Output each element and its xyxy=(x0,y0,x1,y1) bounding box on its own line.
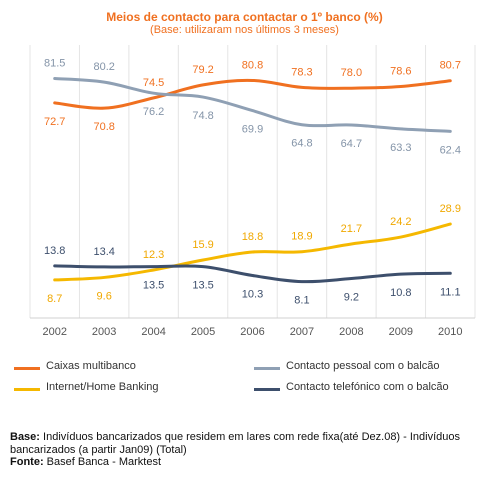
data-label: 81.5 xyxy=(44,58,65,70)
legend-swatch xyxy=(254,367,280,370)
data-label: 15.9 xyxy=(192,239,213,251)
data-label: 62.4 xyxy=(440,144,461,156)
data-label: 11.1 xyxy=(440,286,461,298)
chart-subtitle: (Base: utilizaram nos últimos 3 meses) xyxy=(150,24,339,36)
data-label: 10.8 xyxy=(390,287,411,299)
base-label: Base: xyxy=(10,431,40,443)
data-label: 8.1 xyxy=(294,295,309,307)
data-label: 80.7 xyxy=(440,60,461,72)
series-line-1 xyxy=(53,77,452,133)
x-tick-label: 2009 xyxy=(389,326,413,338)
data-label: 80.8 xyxy=(242,59,263,71)
data-label: 18.9 xyxy=(291,231,312,243)
data-label: 13.5 xyxy=(143,280,164,292)
legend-label: Contacto telefónico com o balcão xyxy=(286,381,449,393)
x-tick-label: 2005 xyxy=(191,326,215,338)
x-tick-label: 2003 xyxy=(92,326,116,338)
x-tick-label: 2004 xyxy=(141,326,165,338)
line-chart: 2002 2003 2004 2005 2006 2007 2008 2009 2010 72.7… xyxy=(29,45,476,338)
data-label: 10.3 xyxy=(242,289,263,301)
data-label: 69.9 xyxy=(242,124,263,136)
data-label: 13.8 xyxy=(44,245,65,257)
data-label: 21.7 xyxy=(341,223,362,235)
data-label: 78.3 xyxy=(291,66,312,78)
x-tick-label: 2008 xyxy=(339,326,363,338)
data-label: 9.6 xyxy=(97,290,112,302)
data-label: 79.2 xyxy=(192,64,213,76)
data-label: 8.7 xyxy=(47,293,62,305)
data-label: 76.2 xyxy=(143,106,164,118)
legend-swatch xyxy=(14,367,40,370)
legend-swatch xyxy=(14,388,40,391)
legend-label: Internet/Home Banking xyxy=(46,381,159,393)
data-label: 70.8 xyxy=(93,121,114,133)
footer-note: Base: Indivíduos bancarizados que reside… xyxy=(10,431,480,469)
x-tick-label: 2010 xyxy=(438,326,462,338)
source-text: Basef Banca - Marktest xyxy=(46,456,161,468)
data-label: 64.7 xyxy=(341,138,362,150)
data-label: 24.2 xyxy=(390,216,411,228)
data-label: 64.8 xyxy=(291,138,312,150)
x-tick-label: 2007 xyxy=(290,326,314,338)
data-label: 72.7 xyxy=(44,116,65,128)
legend-label: Caixas multibanco xyxy=(46,360,136,372)
data-label: 78.6 xyxy=(390,66,411,78)
data-label: 74.8 xyxy=(192,110,213,122)
series-line-0 xyxy=(53,78,452,110)
data-label: 78.0 xyxy=(341,67,362,79)
data-label: 12.3 xyxy=(143,249,164,261)
series-line-3 xyxy=(53,264,452,284)
legend-swatch xyxy=(254,388,280,391)
data-label: 28.9 xyxy=(440,203,461,215)
legend-label: Contacto pessoal com o balcão xyxy=(286,360,440,372)
base-text: Indivíduos bancarizados que residem em l… xyxy=(10,431,461,456)
data-label: 13.4 xyxy=(93,246,114,258)
data-label: 9.2 xyxy=(344,292,359,304)
data-label: 18.8 xyxy=(242,231,263,243)
x-tick-label: 2006 xyxy=(240,326,264,338)
data-label: 63.3 xyxy=(390,142,411,154)
x-tick-label: 2002 xyxy=(42,326,66,338)
series-line-2 xyxy=(53,222,452,282)
data-label: 80.2 xyxy=(93,61,114,73)
source-label: Fonte: xyxy=(10,456,44,468)
chart-title: Meios de contacto para contactar o 1º ba… xyxy=(106,10,383,24)
data-label: 74.5 xyxy=(143,77,164,89)
data-label: 13.5 xyxy=(192,280,213,292)
